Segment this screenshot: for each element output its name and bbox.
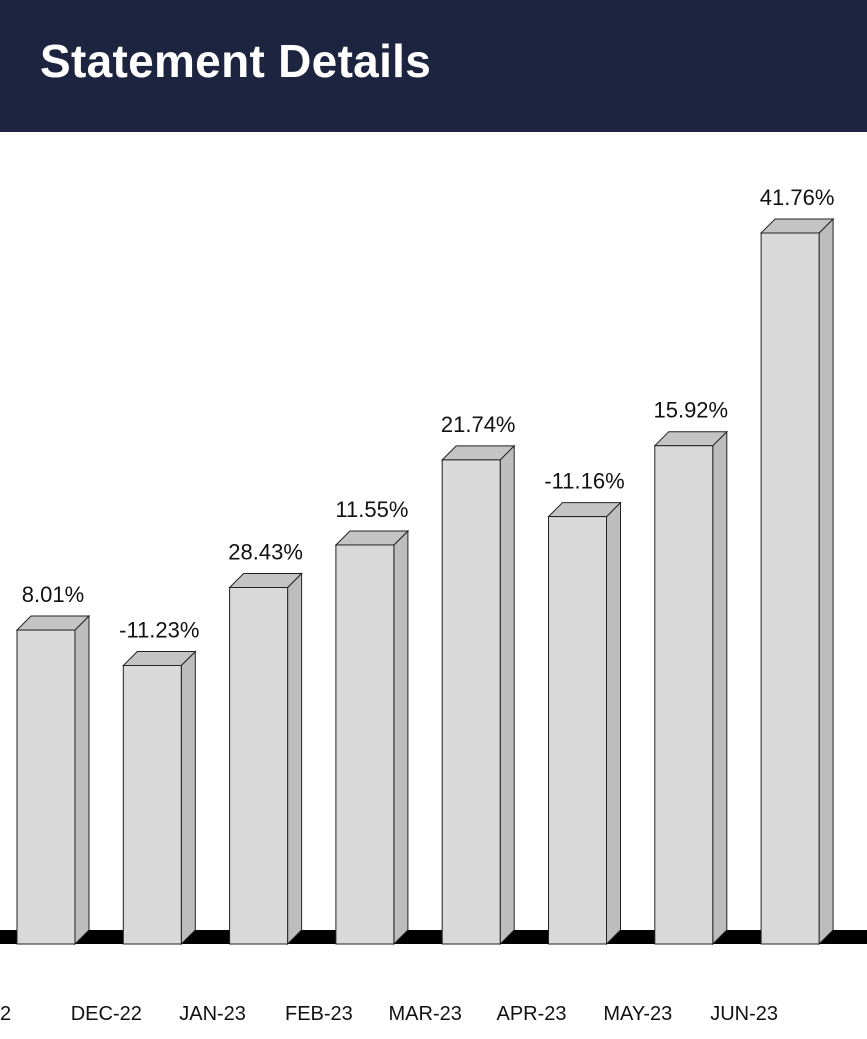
bar	[760, 232, 820, 945]
bar-side	[393, 529, 409, 946]
bar	[122, 664, 182, 945]
bar-side	[712, 430, 728, 946]
x-tick-label: JUN-23	[710, 1003, 778, 1025]
page-title: Statement Details	[40, 35, 432, 87]
chart-baseline	[0, 930, 867, 944]
bar-value-label: 11.55%	[335, 497, 408, 522]
x-tick-label: APR-23	[496, 1003, 566, 1025]
bar-value-label: -11.23%	[119, 617, 199, 642]
x-tick-label: JAN-23	[179, 1003, 246, 1025]
bar-side	[606, 501, 621, 946]
statement-chart: 8.01% -11.23% 28.43% 11.55% 21.74% -11.16% 15.…	[0, 132, 867, 1039]
x-tick-label: DEC-22	[71, 1003, 142, 1025]
bar-value-label: -11.16%	[544, 469, 624, 494]
bar-side	[180, 650, 196, 946]
app-header: Statement Details	[0, 0, 867, 132]
bar-chart-svg: 8.01% -11.23% 28.43% 11.55% 21.74% -11.16% 15.…	[0, 185, 867, 1025]
bar-side	[818, 217, 834, 946]
x-tick-label: MAR-23	[389, 1003, 462, 1025]
bar-value-label: 15.92%	[653, 398, 728, 423]
bar-side	[499, 444, 515, 946]
bar	[335, 544, 395, 945]
x-tick-label: FEB-23	[285, 1003, 353, 1025]
x-tick-label: MAY-23	[603, 1003, 672, 1025]
bar	[654, 445, 714, 945]
bar-value-label: 41.76%	[760, 185, 835, 210]
bar	[16, 629, 76, 945]
bar-value-label: 21.74%	[441, 412, 516, 437]
bar-value-label: 8.01%	[22, 582, 84, 607]
bar	[441, 459, 501, 945]
bar-side	[74, 614, 90, 946]
bar	[548, 516, 607, 945]
bar-side	[287, 572, 303, 946]
bar	[229, 587, 289, 945]
bar-value-label: 28.43%	[228, 540, 303, 565]
x-tick-label: 22	[0, 1003, 11, 1025]
